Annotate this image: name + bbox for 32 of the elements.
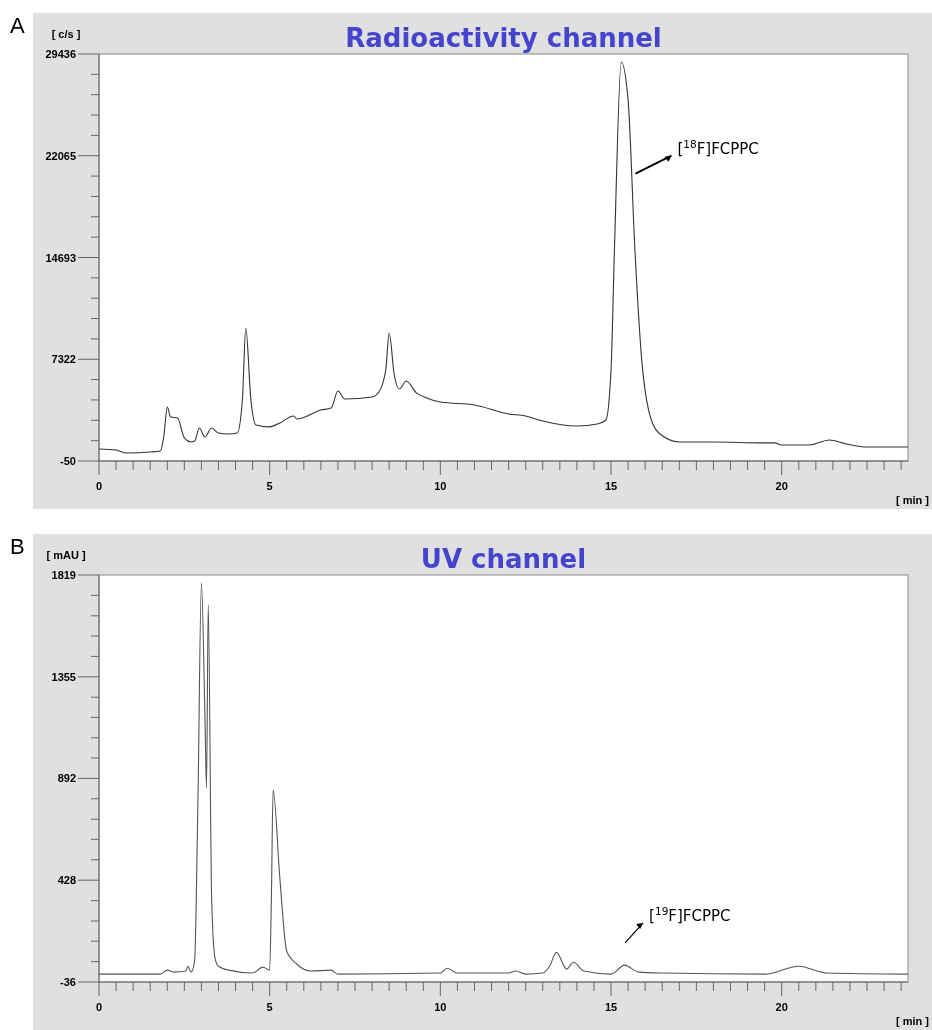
annotation: [$^{18}$F]FCPPC: [677, 137, 759, 158]
y-tick-label: 1355: [51, 670, 76, 683]
line-series: [98, 582, 909, 975]
y-tick-label: 29436: [45, 48, 76, 60]
line-series: [98, 61, 909, 454]
x-axis-title: [ min ]: [896, 494, 930, 506]
y-tick-label: 22065: [45, 149, 76, 162]
text: A: [10, 13, 25, 38]
text: B: [10, 534, 25, 559]
y-tick-label: 1819: [51, 569, 76, 581]
x-tick-label: 5: [266, 480, 273, 492]
x-tick-label: 20: [775, 480, 788, 492]
x-tick-label: 10: [434, 1001, 447, 1013]
y-tick-label: 892: [57, 772, 76, 785]
annotation: [$^{19}$F]FCPPC: [649, 904, 731, 925]
x-tick-label: 20: [775, 1001, 788, 1013]
y-tick-label: 428: [57, 874, 76, 887]
x-tick-label: 10: [434, 480, 447, 492]
y-axis-title: [ mAU ]: [46, 549, 86, 561]
x-tick-label: 15: [604, 1001, 618, 1013]
chart-title: UV channel: [420, 544, 587, 574]
chart-title: Radioactivity channel: [345, 23, 662, 53]
x-tick-label: 15: [604, 480, 618, 492]
x-tick-label: 0: [95, 480, 103, 492]
y-tick-label: 7322: [51, 353, 76, 366]
y-axis-title: [ c/s ]: [51, 28, 81, 40]
x-tick-label: 5: [266, 1001, 273, 1013]
x-axis-title: [ min ]: [896, 1015, 930, 1027]
y-tick-label: -50: [60, 455, 76, 467]
x-tick-label: 0: [95, 1001, 103, 1013]
y-tick-label: -36: [60, 976, 76, 988]
y-tick-label: 14693: [45, 251, 76, 264]
